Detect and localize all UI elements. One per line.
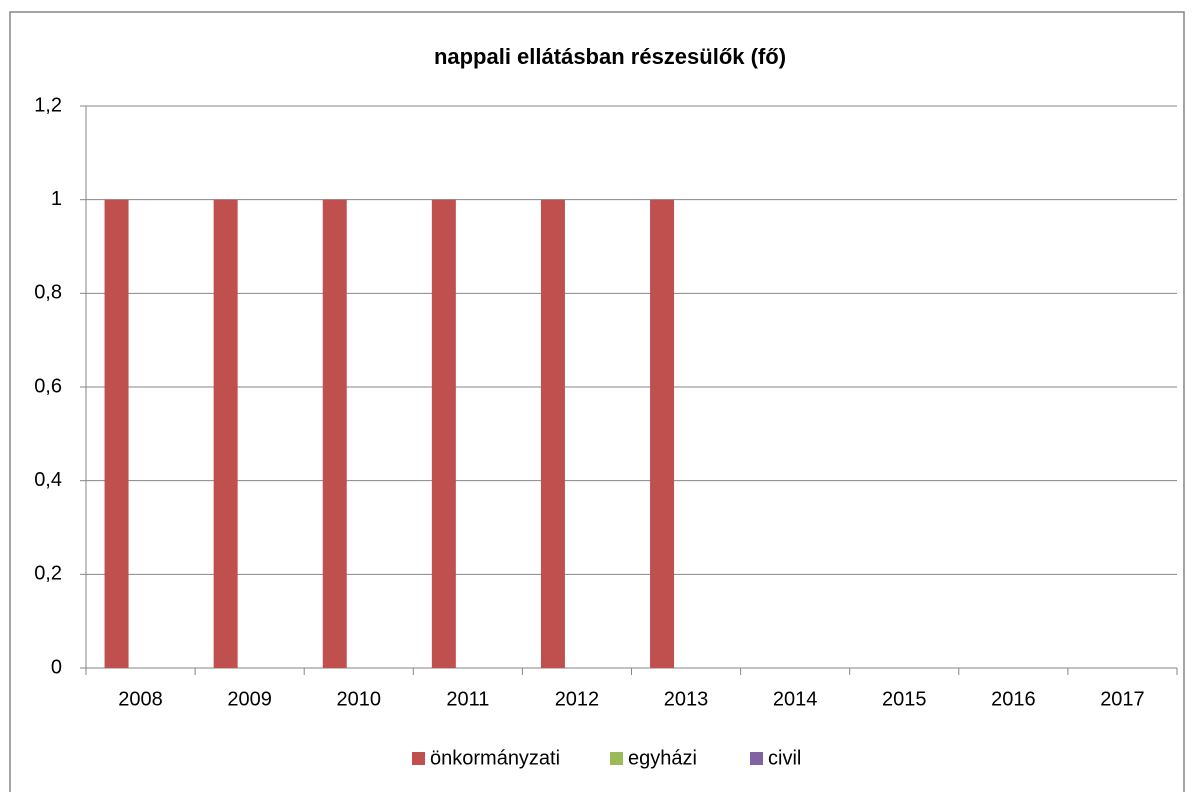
x-tick-label: 2010 (337, 688, 382, 710)
bar (650, 199, 675, 668)
legend-swatch (412, 752, 425, 765)
x-tick-label: 2016 (991, 688, 1036, 710)
x-tick-label: 2017 (1100, 688, 1145, 710)
chart-frame (9, 11, 1185, 792)
y-tick-label: 1 (51, 188, 62, 210)
chart-title: nappali ellátásban részesülők (fő) (434, 44, 786, 69)
x-tick-label: 2013 (664, 688, 709, 710)
x-tick-label: 2012 (555, 688, 600, 710)
x-tick-label: 2011 (446, 688, 489, 710)
legend-label: civil (768, 747, 801, 769)
x-tick-label: 2008 (118, 688, 163, 710)
legend-label: egyházi (628, 747, 697, 769)
y-tick-label: 0,8 (34, 282, 62, 304)
x-tick-label: 2014 (773, 688, 818, 710)
y-tick-label: 0 (51, 656, 62, 678)
bar (322, 199, 347, 668)
bar (431, 199, 456, 668)
bar (540, 199, 565, 668)
x-tick-label: 2015 (882, 688, 927, 710)
x-tick-label: 2009 (227, 688, 272, 710)
legend-label: önkormányzati (430, 747, 560, 769)
y-tick-label: 0,4 (34, 469, 62, 491)
bar (104, 199, 129, 668)
legend-swatch (750, 752, 763, 765)
bar (213, 199, 238, 668)
y-tick-label: 1,2 (34, 94, 62, 116)
legend-swatch (610, 752, 623, 765)
y-tick-label: 0,2 (34, 563, 62, 585)
y-tick-label: 0,6 (34, 375, 62, 397)
